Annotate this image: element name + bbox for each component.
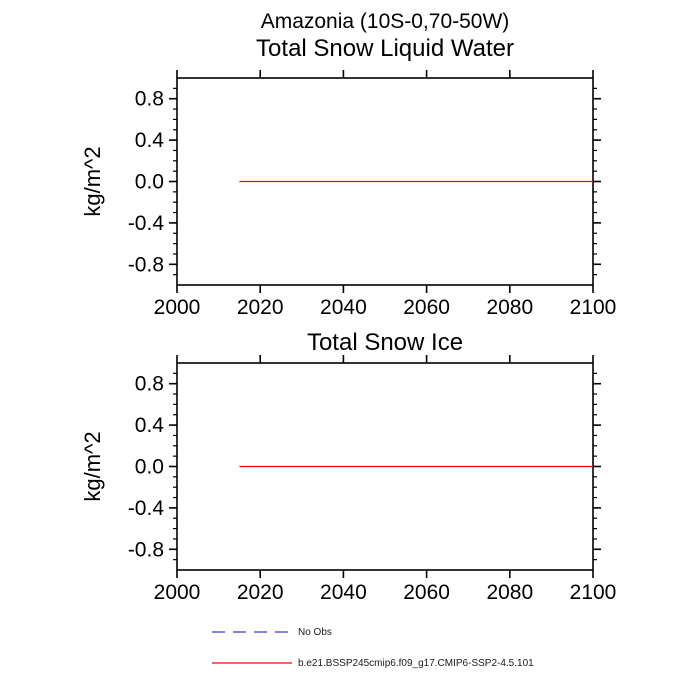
x-tick-label: 2020 [237,581,284,604]
x-tick-label: 2040 [320,581,367,604]
figure-title: Amazonia (10S-0,70-50W) [260,10,510,33]
legend-item-no-obs: No Obs [211,625,332,639]
x-tick-label: 2060 [403,296,450,319]
y-tick-label: -0.4 [128,212,165,235]
legend-label-no-obs: No Obs [298,626,332,638]
y-tick-label: 0.8 [135,373,164,396]
x-tick-label: 2100 [570,296,617,319]
legend-label-model-run: b.e21.BSSP245cmip6.f09_g17.CMIP6-SSP2-4.… [298,657,534,669]
y-tick-label: 0.0 [135,456,164,479]
y-tick-label: 0.0 [135,171,164,194]
x-tick-label: 2060 [403,581,450,604]
y-tick-label: -0.8 [128,253,164,276]
model-solid-line-swatch [212,662,292,664]
no-obs-dashed-line-swatch [212,631,292,633]
y-tick-label: -0.8 [128,538,164,561]
x-tick-label: 2100 [570,581,617,604]
x-tick-label: 2000 [154,581,201,604]
x-tick-label: 2080 [486,581,533,604]
y-tick-label: 0.4 [135,129,165,152]
y-axis-label: kg/m^2 [80,146,105,216]
chart-title-total-snow-ice: Total Snow Ice [306,329,464,356]
x-tick-label: 2000 [154,296,201,319]
legend-item-model-run: b.e21.BSSP245cmip6.f09_g17.CMIP6-SSP2-4.… [211,656,534,670]
x-tick-label: 2040 [320,296,367,319]
y-tick-label: 0.4 [135,414,165,437]
chart-title-total-snow-liquid-water: Total Snow Liquid Water [256,35,514,62]
x-tick-label: 2020 [237,296,284,319]
y-axis-label: kg/m^2 [80,431,105,501]
y-tick-label: 0.8 [135,88,164,111]
x-tick-label: 2080 [486,296,533,319]
y-tick-label: -0.4 [128,497,165,520]
